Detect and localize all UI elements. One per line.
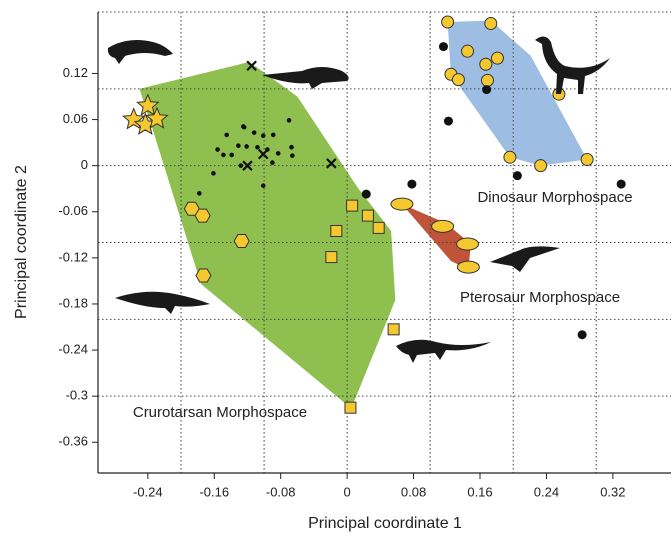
small-dot-point — [224, 132, 230, 138]
silhouette — [490, 246, 560, 272]
small-dot-point — [251, 130, 257, 135]
hexagon-point — [233, 233, 250, 248]
morphospace-region — [447, 20, 588, 166]
small-dot-point — [215, 147, 220, 152]
dot-point — [577, 330, 587, 340]
small-dot-point — [270, 160, 275, 165]
cross-point — [326, 158, 337, 169]
small-dot-point — [229, 152, 234, 158]
y-axis-title: Principal coordinate 2 — [13, 165, 30, 319]
circle-point — [441, 15, 455, 29]
hexagon-point — [195, 268, 212, 283]
x-tick-label: 0.24 — [534, 484, 559, 499]
star-point — [145, 106, 169, 129]
square-point — [387, 323, 400, 336]
circle-point — [461, 44, 475, 58]
small-dot-point — [270, 132, 276, 138]
circle-point — [451, 73, 465, 87]
x-axis-title: Principal coordinate 1 — [308, 515, 462, 532]
circle-point — [490, 51, 504, 65]
small-dot-point — [244, 144, 249, 149]
silhouette — [396, 339, 491, 363]
y-tick-label: 0.12 — [63, 65, 88, 80]
silhouette — [262, 67, 349, 89]
small-dot-point — [255, 144, 260, 150]
hexagon-point — [194, 208, 211, 223]
small-dot-point — [275, 151, 281, 156]
y-tick-label: -0.18 — [58, 295, 88, 310]
silhouette — [115, 291, 210, 314]
small-dot-point — [211, 171, 216, 176]
circle-point — [503, 150, 517, 164]
star-point — [136, 93, 160, 116]
cross-point — [257, 148, 269, 160]
small-dot-point — [236, 143, 241, 148]
dot-point — [438, 42, 448, 52]
small-dot-point — [238, 163, 244, 168]
dot-point — [616, 179, 626, 189]
x-tick-label: 0 — [344, 484, 351, 499]
dot-point — [361, 189, 371, 199]
small-dot-point — [197, 191, 202, 196]
small-dot-point — [241, 124, 246, 129]
morphospace-region — [139, 61, 396, 409]
small-dot-point — [290, 153, 295, 158]
ellipse-point — [456, 237, 480, 251]
y-tick-label: -0.24 — [58, 342, 88, 357]
region-label: Crurotarsan Morphospace — [133, 404, 307, 421]
dot-point — [482, 85, 492, 95]
x-tick-label: 0.08 — [401, 484, 426, 499]
square-point — [346, 199, 359, 212]
y-tick-label: -0.36 — [58, 434, 88, 449]
marks — [122, 15, 626, 414]
square-point — [372, 221, 385, 234]
y-tick-label: 0.06 — [63, 111, 88, 126]
silhouette — [107, 40, 173, 64]
small-dot-point — [260, 133, 266, 139]
dot-point — [407, 179, 417, 189]
small-dot-point — [286, 118, 292, 123]
small-dot-point — [221, 152, 226, 158]
silhouettes — [107, 36, 610, 363]
square-point — [330, 224, 343, 237]
cross-point — [246, 60, 257, 72]
x-tick-label: 0.16 — [467, 484, 492, 499]
silhouette — [535, 36, 610, 94]
morphospace-region — [401, 204, 471, 270]
y-tick-label: -0.12 — [58, 249, 88, 264]
circle-point — [580, 153, 594, 167]
circle-point — [479, 57, 493, 71]
y-tick-label: 0 — [81, 157, 88, 172]
dot-point — [512, 171, 522, 181]
circle-point — [534, 159, 548, 173]
y-tick-label: -0.06 — [58, 203, 88, 218]
dot-point — [443, 116, 453, 126]
x-tick-label: -0.08 — [266, 484, 296, 499]
x-tick-label: -0.16 — [199, 484, 229, 499]
grid — [98, 11, 671, 473]
region-label: Pterosaur Morphospace — [460, 289, 620, 306]
circle-point — [480, 73, 494, 87]
cross-point — [242, 160, 253, 171]
square-point — [325, 251, 338, 264]
y-tick-label: -0.3 — [66, 388, 88, 403]
region-label: Dinosaur Morphospace — [477, 189, 632, 206]
square-point — [344, 401, 357, 414]
ellipse-point — [456, 260, 480, 274]
small-dot-point — [289, 144, 294, 150]
square-point — [361, 209, 374, 222]
ellipse-point — [431, 219, 455, 233]
small-dot-point — [260, 183, 266, 188]
x-tick-label: 0.32 — [600, 484, 625, 499]
x-tick-label: -0.24 — [133, 484, 163, 499]
regions — [139, 20, 588, 409]
ellipse-point — [390, 197, 414, 211]
circle-point — [484, 17, 498, 31]
